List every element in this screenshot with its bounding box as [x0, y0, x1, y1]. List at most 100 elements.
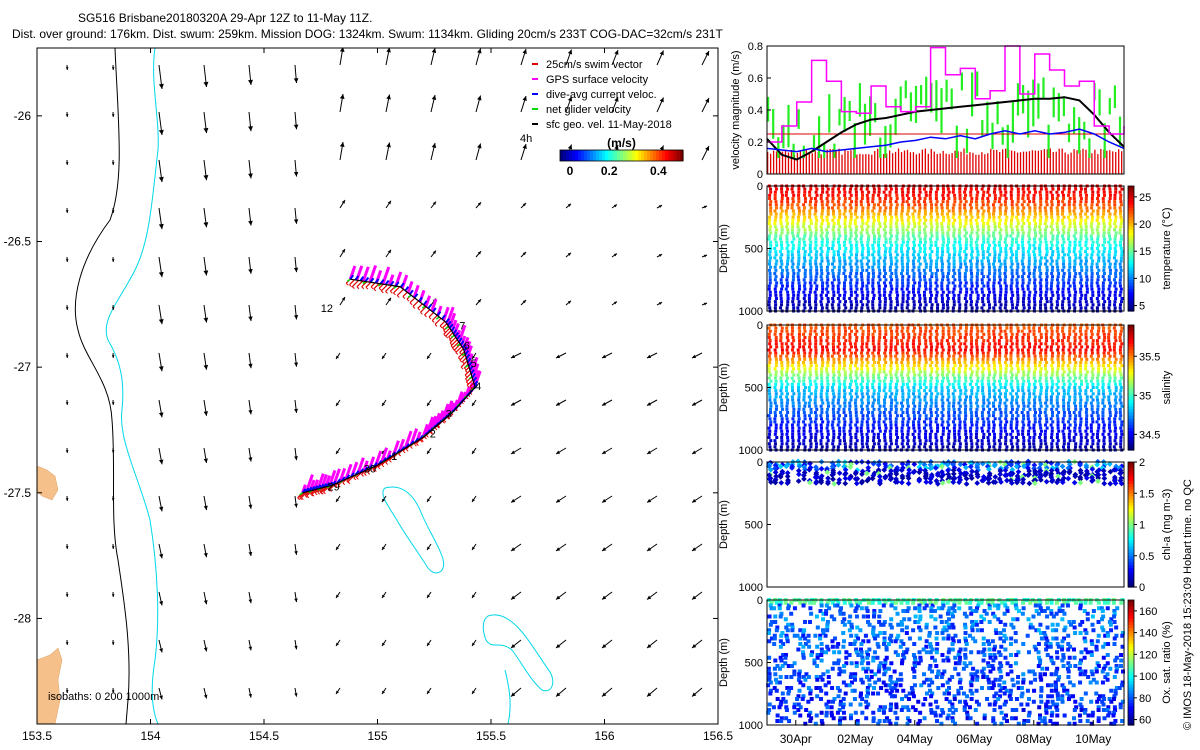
profile-sample [831, 329, 835, 333]
profile-sample [791, 275, 795, 279]
profile-sample [906, 386, 910, 389]
profile-sample [1107, 253, 1111, 257]
profile-sample [980, 287, 984, 291]
velocity-arrow-head [111, 210, 115, 213]
profile-sample [872, 329, 876, 333]
profile-sample [826, 382, 830, 386]
profile-sample [1020, 203, 1024, 207]
profile-sample [907, 395, 911, 399]
profile-sample [884, 247, 888, 250]
profile-sample [912, 272, 916, 275]
profile-sample [854, 231, 858, 235]
swim-vector [361, 281, 368, 288]
profile-sample [814, 342, 818, 346]
profile-sample [836, 290, 840, 294]
profile-sample [993, 187, 997, 191]
profile-sample [894, 442, 898, 446]
profile-sample [884, 345, 888, 349]
profile-sample [820, 351, 824, 355]
profile-sample [922, 275, 926, 279]
velocity-arrow-head [522, 144, 527, 149]
profile-sample [849, 265, 853, 269]
profile-sample [1067, 203, 1071, 207]
profile-sample [993, 268, 997, 272]
profile-sample [889, 420, 893, 424]
colorbar-cell [1128, 286, 1134, 290]
profile-sample [809, 268, 813, 272]
profile-sample [1061, 218, 1065, 222]
profile-sample [865, 357, 869, 361]
profile-sample [930, 272, 934, 275]
profile-sample [947, 209, 951, 213]
profile-sample [958, 193, 962, 197]
velocity-arrow-head [382, 690, 385, 694]
profile-sample [882, 389, 886, 393]
velocity-arrow-head [158, 271, 164, 278]
profile-sample [815, 218, 819, 222]
profile-sample [785, 370, 789, 374]
profile-sample [958, 259, 962, 263]
profile-sample [832, 231, 836, 235]
profile-sample [1078, 243, 1082, 247]
profile-sample [1101, 243, 1105, 247]
profile-sample [866, 336, 870, 339]
profile-sample [796, 234, 800, 238]
profile-sample [815, 265, 819, 269]
net-glider-velocity-bar [782, 124, 785, 149]
profile-sample [1032, 243, 1036, 247]
profile-sample [786, 250, 790, 254]
velocity-arrow-head [248, 363, 253, 369]
swim-speed-bar [1049, 148, 1051, 174]
profile-sample [1096, 197, 1100, 200]
swim-vector [450, 345, 454, 349]
dive-avg-current-vector [454, 331, 459, 338]
velocity-arrow-head [387, 297, 391, 302]
net-glider-velocity-bar [1052, 87, 1055, 118]
profile-sample [906, 357, 910, 361]
profile-sample [769, 439, 773, 443]
velocity-arrow-head [159, 553, 164, 559]
velocity-arrow-head [336, 450, 339, 454]
swim-vector [378, 283, 384, 289]
profile-sample [969, 253, 973, 257]
swim-speed-bar [1025, 151, 1028, 174]
swim-speed-bar [808, 152, 810, 174]
profile-sample [809, 436, 813, 439]
swim-vector [347, 481, 351, 485]
profile-sample [866, 306, 870, 310]
profile-sample [1044, 231, 1048, 235]
profile-sample [1091, 259, 1095, 263]
profile-sample [963, 297, 967, 300]
velocity-arrow-head [111, 594, 115, 597]
profile-sample [901, 367, 905, 371]
profile-sample [969, 287, 973, 291]
net-glider-velocity-bar [1011, 100, 1014, 143]
profile-sample [768, 306, 772, 310]
profile-sample [1003, 272, 1007, 275]
profile-sample [1016, 209, 1020, 213]
profile-sample [924, 423, 928, 427]
colorbar-cell [1128, 276, 1134, 281]
map-x-tick-label: 156 [594, 729, 614, 743]
profile-sample [1108, 293, 1112, 297]
swim-speed-bar [1052, 151, 1054, 174]
profile-sample [853, 218, 857, 222]
profile-sample [1102, 218, 1106, 222]
profile-sample [831, 389, 835, 393]
profile-sample [855, 259, 859, 263]
profile-sample [848, 432, 852, 436]
profile-sample [900, 306, 904, 310]
swim-vector [431, 315, 438, 321]
profile-sample [998, 275, 1002, 279]
profile-sample [768, 218, 772, 222]
swim-speed-bar [1091, 153, 1093, 174]
profile-sample [906, 339, 910, 343]
profile-sample [871, 278, 875, 282]
profile-sample [929, 206, 933, 210]
profile-sample [826, 278, 830, 282]
profile-sample [815, 193, 819, 197]
velocity-arrow-head [248, 220, 253, 226]
profile-sample [802, 345, 806, 349]
profile-sample [797, 414, 801, 418]
profile-sample [791, 278, 795, 282]
